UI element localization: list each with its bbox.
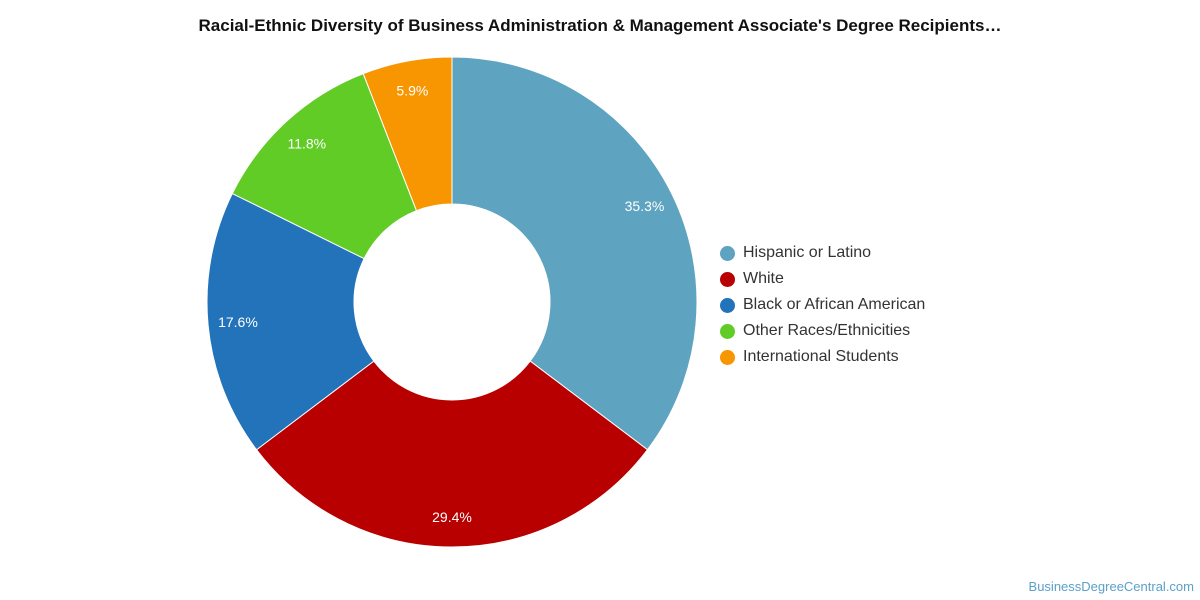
legend-item-4[interactable]: International Students bbox=[720, 344, 925, 370]
donut-slice-1[interactable] bbox=[255, 360, 649, 548]
slice-label-1: 29.4% bbox=[432, 509, 472, 525]
donut-slice-3[interactable] bbox=[231, 72, 418, 260]
legend-marker bbox=[720, 245, 735, 261]
legend-label: Black or African American bbox=[743, 296, 926, 313]
legend-marker bbox=[720, 271, 735, 287]
donut-slice-4[interactable] bbox=[362, 56, 453, 212]
legend-label: Hispanic or Latino bbox=[743, 244, 872, 261]
chart-title: Racial-Ethnic Diversity of Business Admi… bbox=[198, 16, 1002, 35]
slice-label-2: 17.6% bbox=[218, 314, 258, 330]
legend-item-0[interactable]: Hispanic or Latino bbox=[720, 240, 925, 266]
slice-label-0: 35.3% bbox=[625, 198, 665, 214]
legend-marker bbox=[720, 323, 735, 339]
donut-slice-0[interactable] bbox=[451, 56, 698, 451]
legend-marker bbox=[720, 349, 735, 365]
watermark: BusinessDegreeCentral.com bbox=[1028, 579, 1194, 594]
legend-item-2[interactable]: Black or African American bbox=[720, 292, 925, 318]
legend-label: Other Races/Ethnicities bbox=[743, 322, 911, 339]
legend-item-3[interactable]: Other Races/Ethnicities bbox=[720, 318, 925, 344]
legend-label: White bbox=[743, 270, 784, 287]
legend-marker bbox=[720, 297, 735, 313]
donut-slice-2[interactable] bbox=[206, 192, 375, 451]
legend-item-1[interactable]: White bbox=[720, 266, 925, 292]
legend-label: International Students bbox=[743, 348, 899, 365]
slice-label-4: 5.9% bbox=[396, 83, 428, 99]
slice-label-3: 11.8% bbox=[287, 135, 326, 151]
chart-legend: Hispanic or Latino White Black or African … bbox=[720, 240, 925, 370]
